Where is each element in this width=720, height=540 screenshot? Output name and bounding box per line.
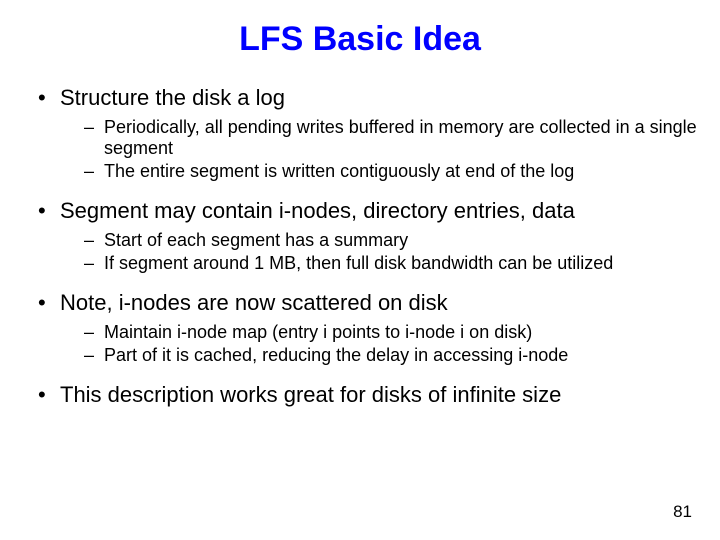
bullet-level2: Start of each segment has a summary bbox=[60, 230, 700, 251]
slide-title: LFS Basic Idea bbox=[0, 0, 720, 69]
bullet-text: The entire segment is written contiguous… bbox=[104, 161, 574, 181]
sub-bullet-list: Maintain i-node map (entry i points to i… bbox=[60, 322, 700, 366]
bullet-text: Periodically, all pending writes buffere… bbox=[104, 117, 697, 158]
bullet-text: Maintain i-node map (entry i points to i… bbox=[104, 322, 532, 342]
bullet-text: If segment around 1 MB, then full disk b… bbox=[104, 253, 613, 273]
bullet-text: Structure the disk a log bbox=[60, 85, 285, 110]
bullet-level1: This description works great for disks o… bbox=[20, 382, 700, 408]
sub-bullet-list: Start of each segment has a summary If s… bbox=[60, 230, 700, 274]
bullet-text: This description works great for disks o… bbox=[60, 382, 561, 407]
bullet-text: Start of each segment has a summary bbox=[104, 230, 408, 250]
bullet-level2: The entire segment is written contiguous… bbox=[60, 161, 700, 182]
bullet-level1: Note, i-nodes are now scattered on disk … bbox=[20, 290, 700, 366]
slide: LFS Basic Idea Structure the disk a log … bbox=[0, 0, 720, 540]
sub-bullet-list: Periodically, all pending writes buffere… bbox=[60, 117, 700, 182]
bullet-level2: Maintain i-node map (entry i points to i… bbox=[60, 322, 700, 343]
bullet-level1: Structure the disk a log Periodically, a… bbox=[20, 85, 700, 182]
slide-content: Structure the disk a log Periodically, a… bbox=[0, 85, 720, 408]
bullet-level2: Part of it is cached, reducing the delay… bbox=[60, 345, 700, 366]
bullet-level1: Segment may contain i-nodes, directory e… bbox=[20, 198, 700, 274]
bullet-text: Note, i-nodes are now scattered on disk bbox=[60, 290, 448, 315]
page-number: 81 bbox=[673, 502, 692, 522]
bullet-level2: If segment around 1 MB, then full disk b… bbox=[60, 253, 700, 274]
bullet-text: Part of it is cached, reducing the delay… bbox=[104, 345, 568, 365]
bullet-list: Structure the disk a log Periodically, a… bbox=[20, 85, 700, 408]
bullet-level2: Periodically, all pending writes buffere… bbox=[60, 117, 700, 159]
bullet-text: Segment may contain i-nodes, directory e… bbox=[60, 198, 575, 223]
